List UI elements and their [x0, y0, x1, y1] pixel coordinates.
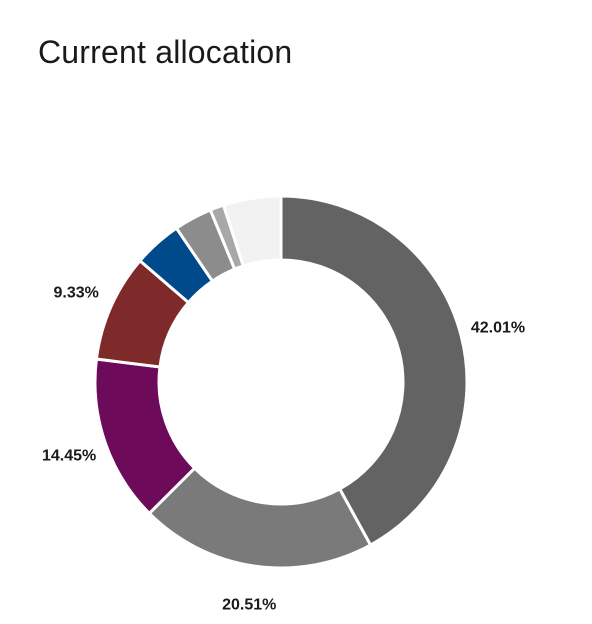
donut-slice-2: [147, 466, 373, 570]
slice-label-4: 9.33%: [53, 284, 98, 301]
donut-slice-1: [279, 194, 469, 548]
slice-label-3: 14.45%: [42, 448, 96, 465]
slice-label-2: 20.51%: [222, 597, 276, 614]
donut-slice-8: [221, 194, 283, 268]
chart-title: Current allocation: [38, 34, 293, 70]
slice-labels: 42.01% 20.51% 14.45% 9.33%: [42, 284, 525, 613]
donut-slices: [93, 194, 469, 570]
slice-label-1: 42.01%: [471, 319, 525, 336]
